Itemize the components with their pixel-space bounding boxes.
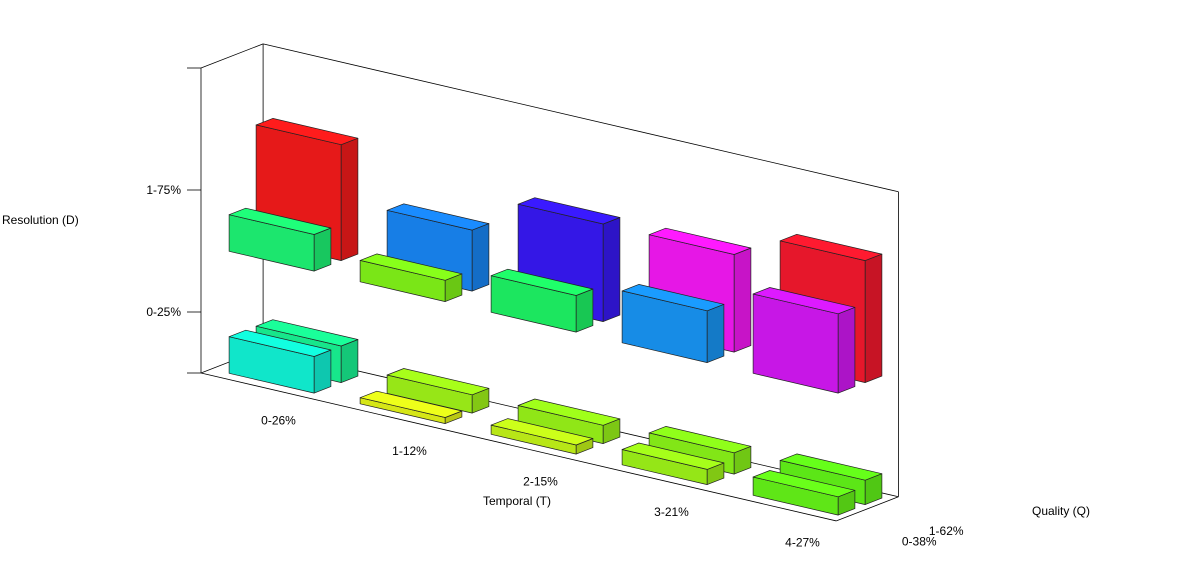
x-tick-label: 1-12% <box>392 444 427 458</box>
bar-face-top <box>228 207 332 235</box>
bar-face-side <box>864 253 883 383</box>
x-tick-label: 2-15% <box>523 474 558 488</box>
axes-edge-front <box>836 496 899 522</box>
bar-face-top <box>490 418 594 446</box>
bar-face-top <box>779 233 883 261</box>
bar-face-side <box>602 217 621 322</box>
bar-face-top <box>359 390 463 418</box>
bar-face-side <box>313 349 332 394</box>
bar-face-top <box>779 453 883 481</box>
bar-face-top <box>648 227 752 255</box>
bars-layer <box>228 118 883 516</box>
bar-face-top <box>648 426 752 454</box>
bar-3d <box>621 442 725 485</box>
bar-face-top <box>621 284 725 312</box>
bar-face-top <box>752 287 856 315</box>
bar-3d <box>386 368 490 414</box>
bar-3d <box>228 329 332 394</box>
bar-3d <box>621 284 725 363</box>
x-tick-label: 0-26% <box>261 413 296 427</box>
bar-3d <box>490 268 594 333</box>
bar-3d <box>359 390 463 424</box>
bar-face-top <box>517 197 621 225</box>
axes-edge-back <box>200 43 264 69</box>
bar-face-side <box>340 339 359 383</box>
x-axis-label: Temporal (T) <box>483 494 551 508</box>
bar-face-top <box>255 118 359 146</box>
bar-face-top <box>228 329 332 357</box>
bar-face-side <box>575 288 594 333</box>
bar-face-side <box>837 306 856 394</box>
bar-3d <box>517 398 621 444</box>
bar-face-side <box>706 303 725 363</box>
x-tick-label: 4-27% <box>785 535 820 549</box>
y-axis-label: Quality (Q) <box>1032 504 1090 518</box>
y-tick-label: 0-38% <box>902 535 937 549</box>
bar-face-top <box>359 253 463 281</box>
axes-edge-front <box>200 372 837 522</box>
bar-3d <box>752 470 856 516</box>
axes-edge-back <box>263 43 899 193</box>
z-tick-label: 0-25% <box>146 305 181 319</box>
bar-face-side <box>340 137 359 261</box>
bar-face-top <box>490 268 594 296</box>
z-tick-label: 1-75% <box>146 183 181 197</box>
x-tick-label: 3-21% <box>654 505 689 519</box>
bar-face-top <box>386 368 490 396</box>
bar-3d <box>490 418 594 455</box>
y-tick-label: 1-62% <box>929 524 964 538</box>
z-axis-label: Resolution (D) <box>2 213 79 227</box>
axes-box-front <box>200 372 899 522</box>
bar-face-side <box>313 227 332 272</box>
bar-face-side <box>471 223 490 292</box>
tick-labels: 0-25% 1-75% 0-26% 1-12% 2-15% 3-21% 4-27% 0-38%… <box>146 183 964 549</box>
tick-marks <box>187 67 201 374</box>
bar-face-top <box>386 203 490 231</box>
bar-face-top <box>255 319 359 347</box>
bar-face-top <box>517 398 621 426</box>
bar-face-top <box>752 470 856 498</box>
bar-3d <box>359 253 463 302</box>
bar-face-side <box>733 247 752 353</box>
bar-face-top <box>621 442 725 470</box>
bar-3d <box>228 207 332 272</box>
bar-3d <box>752 287 856 394</box>
